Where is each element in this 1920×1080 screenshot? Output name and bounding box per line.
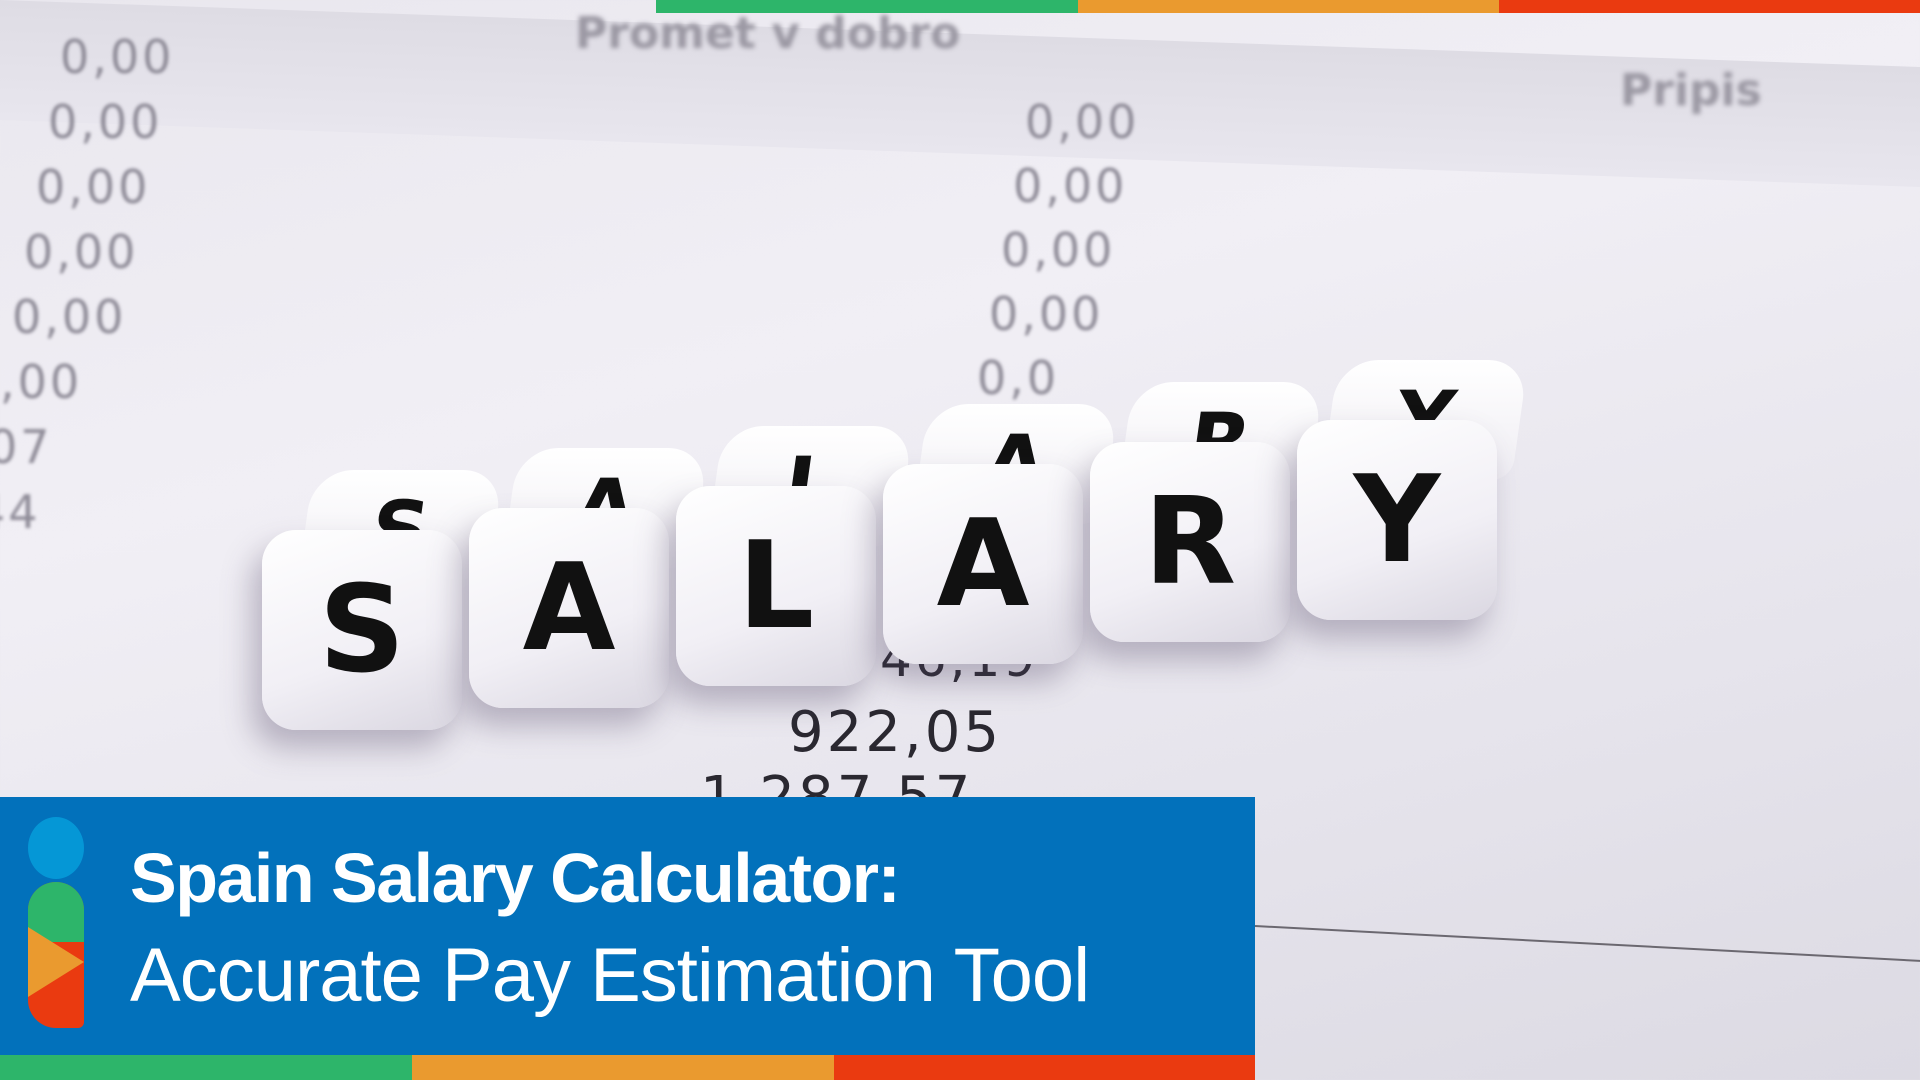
die-front-letter: A: [883, 464, 1083, 664]
left-value: 0,00: [60, 30, 175, 84]
middle-value: 0,00: [1001, 223, 1116, 277]
die-front-letter: Y: [1297, 420, 1497, 620]
bottom-stripe-orange: [412, 1055, 834, 1080]
top-stripe-red: [1499, 0, 1920, 13]
bottom-stripe-green: [0, 1055, 412, 1080]
die-front-letter: S: [262, 530, 462, 730]
left-value: 0,00: [24, 225, 139, 279]
die-front-letter: R: [1090, 442, 1290, 642]
left-value: 0,00: [48, 95, 163, 149]
top-stripe-orange: [1078, 0, 1499, 13]
logo-dot-icon: [28, 817, 84, 879]
top-stripe-green: [656, 0, 1078, 13]
title-banner: [0, 797, 1255, 1055]
middle-value: 0,00: [1013, 159, 1128, 213]
middle-value: 0,00: [1025, 95, 1140, 149]
paper-rule-line: [1254, 925, 1920, 964]
bottom-stripe-red: [834, 1055, 1255, 1080]
title-bold: Spain Salary Calculator:: [130, 839, 901, 917]
left-value: 0,00: [36, 160, 151, 214]
left-value: 0,00: [12, 290, 127, 344]
left-value: 44: [0, 485, 41, 539]
title-regular: Accurate Pay Estimation Tool: [130, 933, 1090, 1018]
left-value: ,00: [0, 355, 83, 409]
logo-body-icon: [28, 882, 84, 1028]
header-text: Promet v dobro: [575, 8, 961, 59]
middle-value: 0,0: [977, 351, 1060, 405]
die-front-letter: L: [676, 486, 876, 686]
die-front-letter: A: [469, 508, 669, 708]
middle-value: 0,00: [989, 287, 1104, 341]
header-text: Pripis: [1620, 65, 1762, 116]
value: 922,05: [788, 700, 1002, 765]
left-value: 07: [0, 420, 53, 474]
